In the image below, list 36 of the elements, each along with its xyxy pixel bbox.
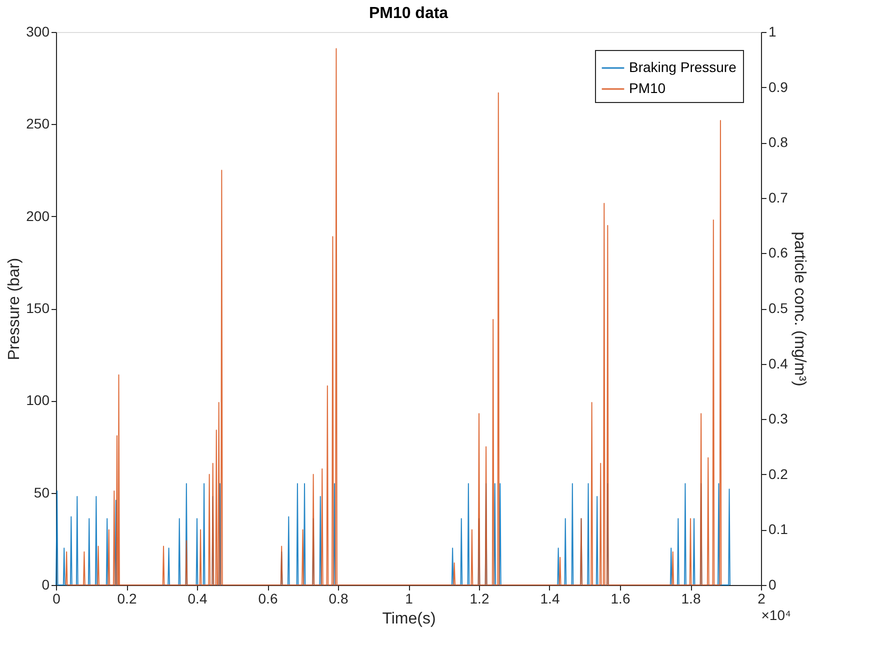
y-tick-label: 100: [26, 392, 50, 408]
y-tick-label: 300: [26, 24, 50, 40]
y2-tick-label: 0.7: [768, 189, 788, 206]
x-tick-label: 1.2: [470, 590, 490, 606]
y2-tick-label: 0: [768, 576, 776, 592]
y-axis-title: Pressure (bar): [6, 258, 24, 360]
y2-tick-label: 0.8: [768, 134, 788, 150]
x-tick-label: 1.6: [610, 590, 630, 606]
x-tick-label: 0.2: [117, 590, 137, 606]
x-tick-label: 0.6: [258, 590, 278, 606]
legend-label: PM10: [629, 80, 666, 96]
y2-tick-label: 1: [768, 24, 776, 40]
y2-tick-label: 0.6: [768, 244, 788, 261]
x-tick-label: 1: [405, 590, 414, 606]
y-tick-label: 200: [26, 208, 50, 224]
y2-tick-label: 0.1: [768, 521, 788, 538]
y-tick-label: 0: [42, 576, 50, 592]
y2-tick-label: 0.5: [768, 300, 788, 316]
x-tick-label: 0: [52, 590, 61, 606]
y2-tick-label: 0.9: [768, 78, 788, 95]
x-tick-label: 1.4: [540, 590, 560, 606]
text: ×10⁴: [761, 607, 791, 623]
x-axis-title: Time(s): [382, 610, 436, 628]
legend-label: Braking Pressure: [629, 59, 737, 75]
x-tick-label: 2: [758, 590, 766, 606]
y-tick-label: 150: [26, 300, 50, 316]
y2-axis-title: particle conc. (mg/m³): [790, 232, 808, 386]
y2-tick-label: 0.3: [768, 410, 788, 427]
chart-title: PM10 data: [368, 5, 448, 22]
y2-tick-label: 0.4: [768, 355, 788, 372]
y-tick-label: 250: [26, 116, 50, 132]
y2-tick-label: 0.2: [768, 466, 788, 482]
y-tick-label: 50: [34, 484, 50, 500]
x-tick-label: 0.4: [188, 590, 208, 606]
x-tick-label: 0.8: [328, 590, 348, 606]
x-tick-label: 1.8: [681, 590, 701, 606]
